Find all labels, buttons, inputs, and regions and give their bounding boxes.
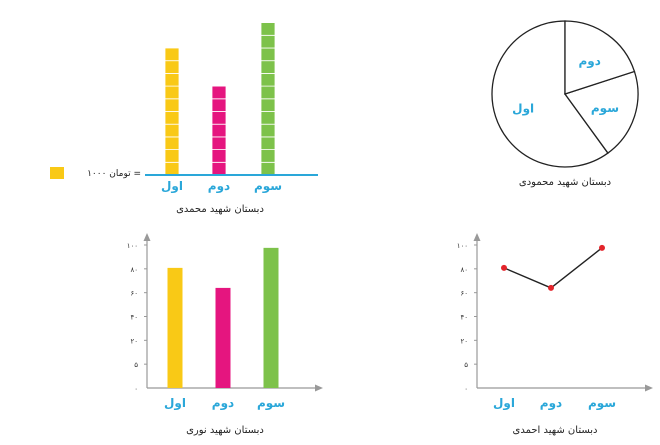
pie-label: سوم [591,101,619,116]
category-label: اول [161,179,183,194]
pictograph-unit [260,73,276,87]
y-tick-label: ۵ [464,361,468,369]
chart-title: دبستان شهید احمدی [513,425,598,436]
pie-label: اول [512,102,534,117]
pie-slice-3 [564,20,636,95]
bar-2 [215,287,231,388]
category-label: سوم [254,179,282,194]
pictograph-unit [164,149,180,163]
data-point-2 [548,284,554,291]
pictograph-bar-3 [260,22,276,176]
pictograph-unit [260,22,276,36]
pictograph-panel: اول دوم سوم تومان ۱۰۰۰ = دبستان شهید محمدی [0,0,330,220]
legend-text: تومان ۱۰۰۰ = [87,169,141,179]
pictograph-unit [260,161,276,176]
pictograph-unit [164,111,180,125]
line-chart: ٠ ۵ ۲۰ ۴۰ ۶۰ ۸۰ ۱۰۰ اول دوم سوم دبستان شهید احمد… [457,233,653,436]
y-tick-label: ٠ [134,385,138,393]
pie-slice-1 [491,20,609,168]
y-tick-label: ۶۰ [460,290,468,298]
y-tick-label: ٠ [464,385,468,393]
pictograph-unit [260,111,276,125]
pictograph-unit [260,149,276,163]
y-tick-label: ۱۰۰ [457,242,468,250]
pie-slice-2 [563,70,639,154]
x-axis-arrow [315,384,323,392]
pictograph-unit [164,60,180,74]
pie-chart: اول سوم دوم دبستان شهید محمودی [491,20,639,188]
pictograph-unit [211,136,227,150]
pictograph-unit [211,111,227,125]
y-tick-label: ۲۰ [460,337,468,345]
y-tick-label: ۸۰ [460,266,468,274]
pictograph-unit [260,34,276,49]
pictograph-unit [211,149,227,163]
y-tick-label: ۴۰ [460,314,468,322]
category-label: دوم [540,396,562,411]
category-label: اول [493,396,515,411]
pictograph-chart: اول دوم سوم تومان ۱۰۰۰ = دبستان شهید محمدی [50,22,318,215]
line-panel: ٠ ۵ ۲۰ ۴۰ ۶۰ ۸۰ ۱۰۰ اول دوم سوم دبستان شهید احمد… [330,220,660,441]
y-tick-label: ۲۰ [130,337,138,345]
chart-title: دبستان شهید محمدی [176,204,264,215]
x-axis-arrow [645,384,653,392]
pictograph-unit [260,123,276,138]
category-label: سوم [257,396,285,411]
pictograph-unit [164,85,180,100]
pictograph-unit [211,98,227,112]
legend-swatch [50,167,64,179]
bar-panel: ٠ ۵ ۲۰ ۴۰ ۶۰ ۸۰ ۱۰۰ اول دوم سوم دبستان شهید نوری [0,220,330,441]
pictograph-unit [164,98,180,112]
data-point-1 [501,264,507,271]
pictograph-unit [164,136,180,150]
y-tick-label: ۱۰۰ [127,242,138,250]
pie-panel: اول سوم دوم دبستان شهید محمودی [330,0,660,220]
y-tick-label: ۵ [134,361,138,369]
category-label: دوم [208,179,230,194]
pictograph-unit [260,60,276,74]
y-tick-label: ۶۰ [130,290,138,298]
pictograph-unit [211,123,227,138]
data-point-3 [599,244,605,251]
pie-label: دوم [578,54,600,69]
chart-title: دبستان شهید محمودی [519,177,611,188]
pictograph-unit [211,85,227,100]
pictograph-bar-2 [211,85,227,176]
y-tick-label: ۴۰ [130,314,138,322]
chart-title: دبستان شهید نوری [186,425,264,436]
pictograph-unit [164,161,180,176]
y-tick-label: ۸۰ [130,266,138,274]
bar-1 [167,267,183,388]
pictograph-unit [164,47,180,62]
category-label: دوم [212,396,234,411]
pictograph-unit [164,123,180,138]
bar-3 [263,247,279,388]
pictograph-unit [260,98,276,112]
pictograph-unit [260,47,276,62]
pictograph-unit [260,85,276,100]
pictograph-unit [211,161,227,176]
pictograph-unit [260,136,276,150]
category-label: سوم [588,396,616,411]
y-axis-arrow [473,233,481,241]
bar-chart: ٠ ۵ ۲۰ ۴۰ ۶۰ ۸۰ ۱۰۰ اول دوم سوم دبستان شهید نوری [127,233,323,436]
data-line [503,247,603,289]
category-label: اول [164,396,186,411]
pictograph-unit [164,73,180,87]
y-axis-arrow [143,233,151,241]
pictograph-bar-1 [164,47,180,176]
